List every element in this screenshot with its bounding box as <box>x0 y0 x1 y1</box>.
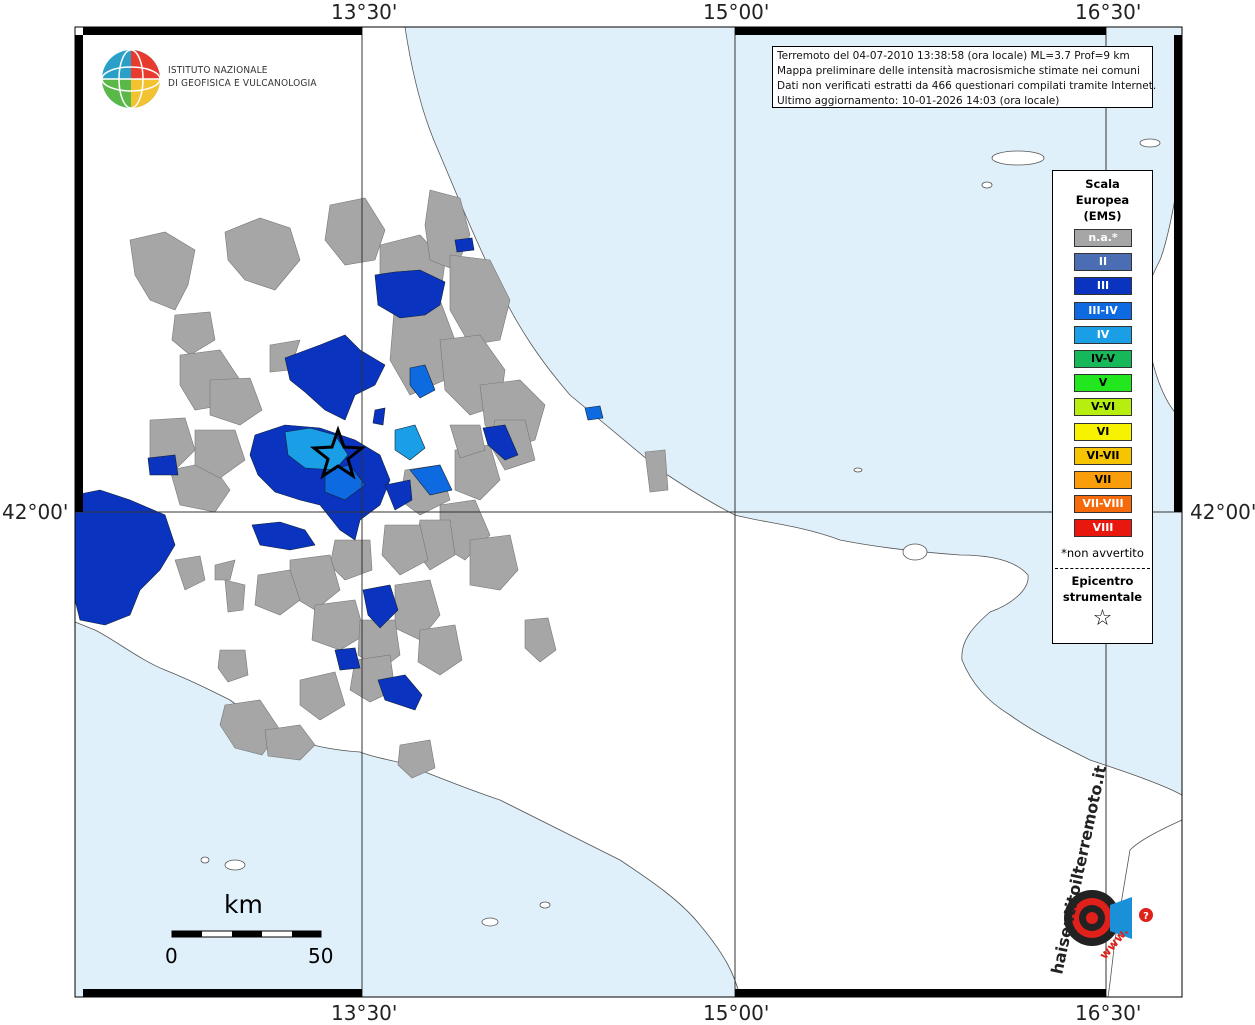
legend-swatch-vvi: V-VI <box>1074 398 1132 417</box>
bottom-longitude-label-2: 15°00' <box>703 1001 770 1025</box>
institute-name-line1: ISTITUTO NAZIONALE <box>168 65 268 76</box>
legend-swatch-na: n.a.* <box>1074 229 1132 247</box>
island <box>902 543 928 561</box>
municipalities-intensity-III <box>74 237 519 711</box>
legend-swatch-ii: II <box>1074 253 1132 272</box>
island <box>853 467 863 473</box>
island <box>991 150 1045 166</box>
municipalities-intensity-III-IV <box>324 364 604 501</box>
scale-bar <box>171 930 322 938</box>
municipalities-not-felt <box>129 189 669 779</box>
bottom-longitude-label-1: 13°30' <box>331 1001 398 1025</box>
legend-title: Scala Europea (EMS) <box>1053 176 1152 224</box>
legend-note: *non avvertito <box>1061 546 1144 560</box>
legend-swatch-iiiiv: III-IV <box>1074 301 1132 320</box>
legend-swatch-viiviii: VII-VIII <box>1074 495 1132 514</box>
legend-swatch-vivii: VI-VII <box>1074 446 1132 465</box>
island <box>224 859 246 871</box>
info-line-3: Dati non verificati estratti da 466 ques… <box>777 80 1157 92</box>
legend-epicenter-line1: Epicentro <box>1071 574 1134 588</box>
legend-title-line2: Europea <box>1075 193 1130 207</box>
scale-max-label: 50 <box>308 944 334 968</box>
legend-swatch-vii: VII <box>1074 471 1132 489</box>
island <box>200 856 210 864</box>
legend-swatch-vi: VI <box>1074 422 1132 441</box>
legend-swatch-viii: VIII <box>1074 519 1132 538</box>
legend-swatch-iii: III <box>1074 277 1132 296</box>
legend-epicenter-line2: strumentale <box>1062 590 1143 604</box>
scale-min-label: 0 <box>165 944 178 968</box>
legend-star-icon: ☆ <box>1092 606 1113 631</box>
ingv-logo-icon <box>101 49 161 109</box>
legend-title-line1: Scala <box>1085 177 1120 191</box>
institute-name: ISTITUTO NAZIONALE DI GEOFISICA E VULCAN… <box>168 64 317 90</box>
island <box>481 917 499 927</box>
ems-legend: Scala Europea (EMS) n.a.* II III III-IV IV IV… <box>1052 170 1153 644</box>
legend-epicenter: Epicentro strumentale ☆ <box>1053 573 1152 631</box>
haisentito-logo-icon: ? <box>1064 890 1153 946</box>
info-line-4: Ultimo aggiornamento: 10-01-2026 14:03 (… <box>777 95 1060 107</box>
island <box>981 181 993 189</box>
bottom-longitude-label-3: 16°30' <box>1075 1001 1142 1025</box>
legend-separator <box>1055 568 1150 569</box>
top-longitude-label-1: 13°30' <box>331 0 398 24</box>
svg-text:?: ? <box>1143 911 1149 922</box>
legend-swatch-iv: IV <box>1074 325 1132 344</box>
left-latitude-label: 42°00' <box>2 500 69 524</box>
island <box>1139 138 1161 148</box>
earthquake-info-box: Terremoto del 04-07-2010 13:38:58 (ora l… <box>772 46 1157 108</box>
institute-name-line2: DI GEOFISICA E VULCANOLOGIA <box>168 78 317 89</box>
info-line-1: Terremoto del 04-07-2010 13:38:58 (ora l… <box>777 50 1130 62</box>
top-longitude-label-3: 16°30' <box>1075 0 1142 24</box>
right-latitude-label: 42°00' <box>1190 500 1255 524</box>
island <box>539 901 551 909</box>
legend-title-line3: (EMS) <box>1083 209 1122 223</box>
legend-swatch-v: V <box>1074 374 1132 393</box>
info-line-2: Mappa preliminare delle intensità macros… <box>777 65 1140 77</box>
scale-unit: km <box>224 890 263 919</box>
frame-bars <box>75 27 1182 997</box>
epicenter-star-icon <box>309 425 367 480</box>
top-longitude-label-2: 15°00' <box>703 0 770 24</box>
legend-swatch-ivv: IV-V <box>1074 350 1132 368</box>
